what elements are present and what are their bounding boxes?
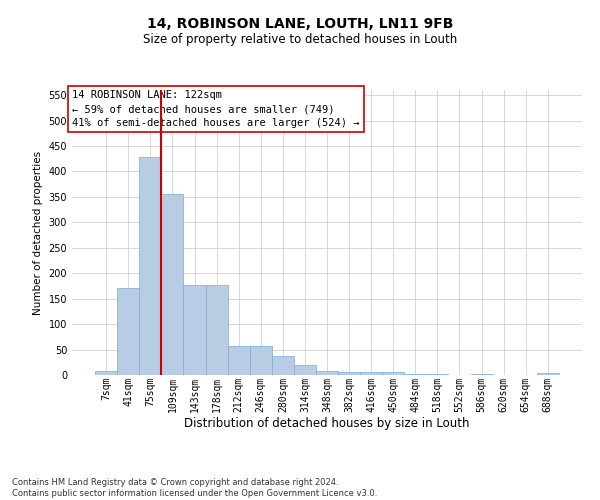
- Bar: [206, 286, 227, 375]
- Bar: [427, 374, 448, 375]
- Bar: [360, 372, 382, 375]
- Bar: [272, 356, 294, 375]
- Bar: [184, 286, 206, 375]
- Bar: [382, 372, 404, 375]
- Bar: [117, 288, 139, 375]
- X-axis label: Distribution of detached houses by size in Louth: Distribution of detached houses by size …: [184, 417, 470, 430]
- Bar: [338, 372, 360, 375]
- Bar: [470, 374, 493, 375]
- Bar: [537, 374, 559, 375]
- Bar: [316, 371, 338, 375]
- Bar: [161, 194, 184, 375]
- Bar: [227, 346, 250, 375]
- Bar: [404, 374, 427, 375]
- Text: 14, ROBINSON LANE, LOUTH, LN11 9FB: 14, ROBINSON LANE, LOUTH, LN11 9FB: [147, 18, 453, 32]
- Bar: [139, 157, 161, 375]
- Bar: [294, 366, 316, 375]
- Bar: [250, 346, 272, 375]
- Y-axis label: Number of detached properties: Number of detached properties: [33, 150, 43, 314]
- Text: 14 ROBINSON LANE: 122sqm
← 59% of detached houses are smaller (749)
41% of semi-: 14 ROBINSON LANE: 122sqm ← 59% of detach…: [72, 90, 359, 128]
- Text: Size of property relative to detached houses in Louth: Size of property relative to detached ho…: [143, 32, 457, 46]
- Text: Contains HM Land Registry data © Crown copyright and database right 2024.
Contai: Contains HM Land Registry data © Crown c…: [12, 478, 377, 498]
- Bar: [95, 371, 117, 375]
